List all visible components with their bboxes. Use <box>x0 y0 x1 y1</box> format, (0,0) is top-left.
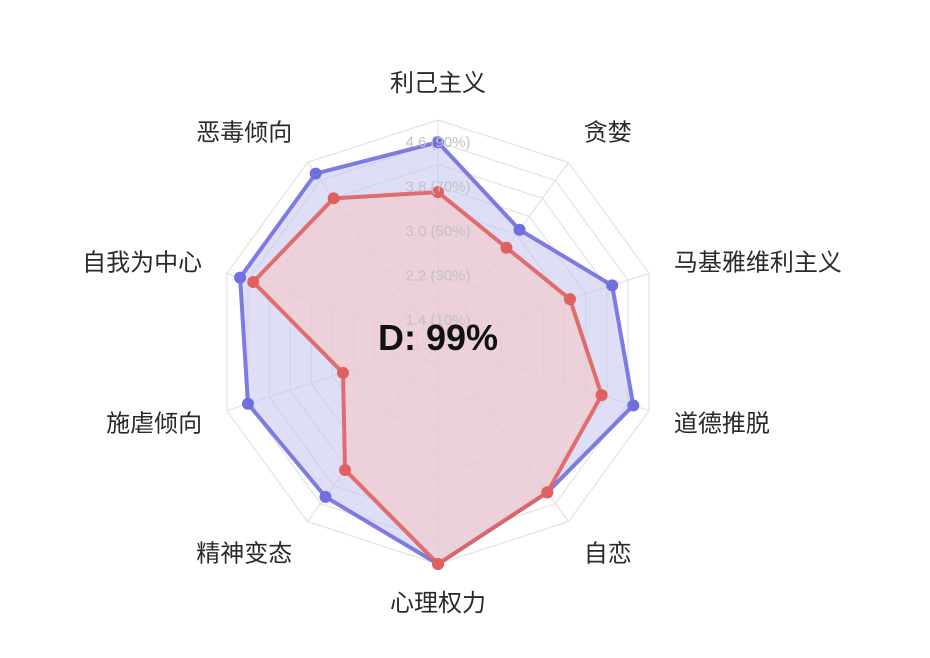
tick-label: 1.4 (10%) <box>405 312 470 329</box>
series-2-point <box>247 275 260 288</box>
series-2-point <box>541 486 554 499</box>
series-2-point <box>327 192 340 205</box>
series-1-point <box>513 223 526 236</box>
series-2-point <box>336 366 349 379</box>
series-2-point <box>595 389 608 402</box>
series-2-point <box>500 241 513 254</box>
tick-label: 4.6 (90%) <box>405 134 470 151</box>
series-1-point <box>309 167 322 180</box>
series-1-point <box>234 271 247 284</box>
axis-label: 利己主义 <box>390 69 486 97</box>
axis-label: 心理权力 <box>390 589 486 617</box>
axis-label: 马基雅维利主义 <box>674 249 842 277</box>
tick-labels: 1.4 (10%) 2.2 (30%) 3.0 (50%) 3.8 (70%) 4.6 … <box>405 134 470 329</box>
tick-label: 3.8 (70%) <box>405 179 470 196</box>
tick-label: 3.0 (50%) <box>405 223 470 240</box>
axis-label: 自恋 <box>584 539 632 567</box>
series-1-point <box>319 490 332 503</box>
axis-label: 贪婪 <box>584 119 632 147</box>
axis-label: 道德推脱 <box>674 409 770 437</box>
series-layer <box>234 136 640 570</box>
axis-label: 施虐倾向 <box>106 409 202 437</box>
center-label: D: 99% <box>378 317 498 358</box>
series-2-point <box>432 186 444 199</box>
series-1-point <box>241 397 254 410</box>
tick-label: 2.2 (30%) <box>405 267 470 284</box>
series-2-point <box>432 558 444 570</box>
series-1-point <box>627 399 640 412</box>
series-2-point <box>563 293 576 306</box>
axis-label: 精神变态 <box>196 539 292 567</box>
axis-label: 自我为中心 <box>82 249 202 277</box>
series-2-point <box>339 463 352 476</box>
series-1-point <box>606 279 619 292</box>
series-1-point <box>432 136 444 149</box>
axis-label: 恶毒倾向 <box>196 119 292 147</box>
